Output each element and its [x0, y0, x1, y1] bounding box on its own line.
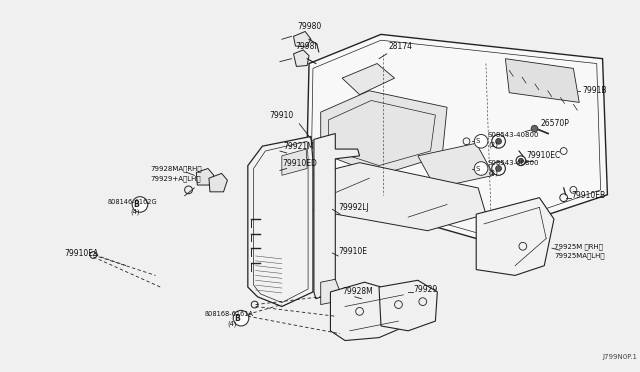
Text: J799N0P.1: J799N0P.1 — [603, 354, 637, 360]
Text: ß08168-6161A: ß08168-6161A — [204, 311, 253, 317]
Polygon shape — [476, 198, 554, 275]
Text: 28174: 28174 — [388, 42, 413, 51]
Text: 79929: 79929 — [413, 285, 437, 294]
Polygon shape — [209, 173, 227, 192]
Polygon shape — [330, 282, 408, 340]
Text: 79921M: 79921M — [284, 142, 314, 151]
Circle shape — [474, 162, 488, 175]
Text: S: S — [476, 138, 480, 144]
Text: (4): (4) — [130, 209, 140, 215]
Text: (2): (2) — [488, 169, 498, 176]
Polygon shape — [294, 50, 309, 67]
Text: 79925MA〈LH〉: 79925MA〈LH〉 — [554, 253, 605, 259]
Circle shape — [495, 138, 502, 144]
Polygon shape — [321, 91, 447, 175]
Polygon shape — [418, 143, 493, 188]
Text: 26570P: 26570P — [540, 119, 569, 128]
Text: 79980: 79980 — [298, 22, 322, 31]
Text: 79928M: 79928M — [342, 288, 373, 296]
Polygon shape — [282, 149, 307, 175]
Circle shape — [132, 197, 148, 212]
Polygon shape — [306, 34, 607, 238]
Text: 79992LJ: 79992LJ — [338, 203, 369, 212]
Polygon shape — [314, 134, 360, 299]
Text: B: B — [134, 200, 140, 209]
Text: 79910ED: 79910ED — [282, 159, 317, 168]
Text: B: B — [235, 314, 241, 323]
Text: 79929+A〈LH〉: 79929+A〈LH〉 — [150, 175, 201, 182]
Text: (2): (2) — [488, 142, 498, 148]
Polygon shape — [506, 59, 579, 102]
Text: S08543-40800: S08543-40800 — [488, 132, 540, 138]
Text: 7998I: 7998I — [296, 42, 317, 51]
Polygon shape — [379, 280, 437, 331]
Text: 79928MA〈RH〉: 79928MA〈RH〉 — [150, 165, 202, 172]
Text: 79910EB: 79910EB — [572, 191, 605, 200]
Text: 7991B: 7991B — [582, 86, 607, 95]
Circle shape — [518, 158, 524, 163]
Polygon shape — [294, 32, 311, 47]
Circle shape — [474, 135, 488, 148]
Polygon shape — [309, 163, 486, 231]
Polygon shape — [248, 137, 313, 307]
Polygon shape — [196, 169, 214, 185]
Circle shape — [233, 310, 249, 326]
Text: 79925M 〈RH〉: 79925M 〈RH〉 — [554, 243, 603, 250]
Text: S08543-40800: S08543-40800 — [488, 160, 540, 166]
Circle shape — [531, 125, 538, 132]
Circle shape — [495, 166, 502, 171]
Polygon shape — [321, 279, 340, 305]
Polygon shape — [342, 64, 395, 94]
Text: (4): (4) — [227, 321, 237, 327]
Text: S: S — [476, 166, 480, 171]
Text: 79910: 79910 — [269, 110, 294, 119]
Text: 79910EC: 79910EC — [527, 151, 561, 160]
Text: ß08146-6162G: ß08146-6162G — [107, 199, 157, 205]
Text: 79910E: 79910E — [338, 247, 367, 256]
Text: 79910EA: 79910EA — [64, 248, 99, 257]
